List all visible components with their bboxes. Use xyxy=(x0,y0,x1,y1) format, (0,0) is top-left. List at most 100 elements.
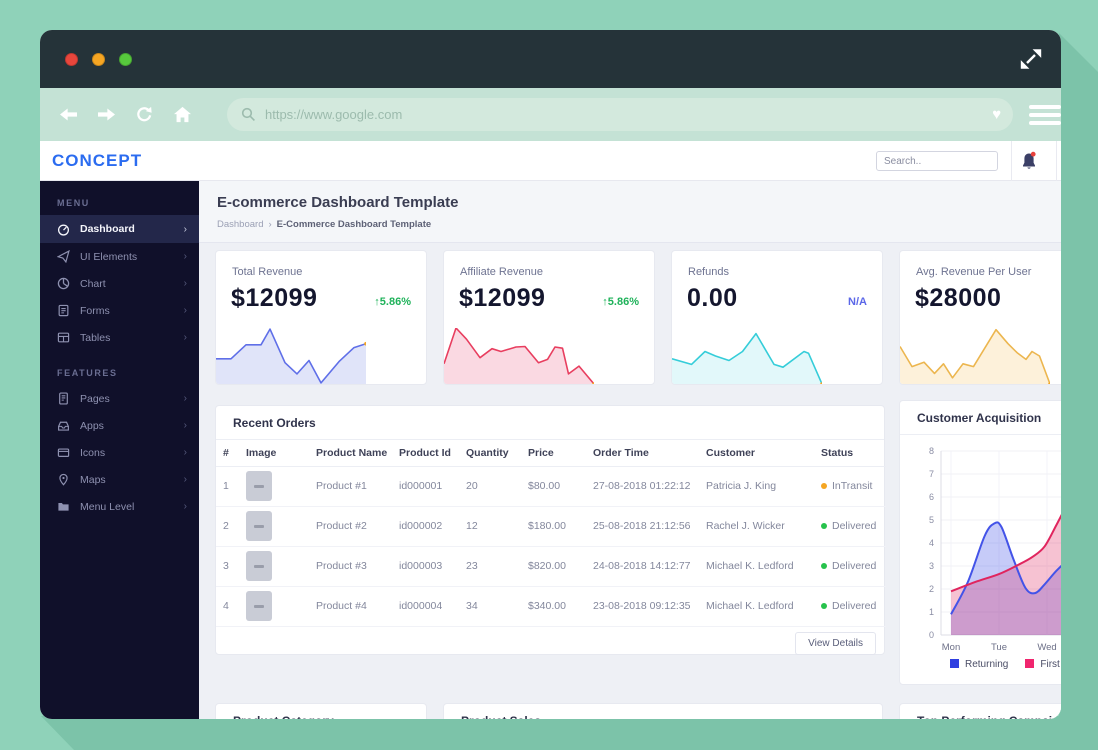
sidebar-menu-list: Dashboard › UI Elements › Chart › Forms › Tables… xyxy=(40,215,199,351)
chevron-right-icon: › xyxy=(183,474,187,485)
browser-toolbar: https://www.google.com ♥ xyxy=(40,88,1061,141)
sidebar-item-ui-elements[interactable]: UI Elements › xyxy=(40,243,199,270)
svg-text:0: 0 xyxy=(929,630,934,640)
address-bar[interactable]: https://www.google.com ♥ xyxy=(227,98,1014,131)
close-window-button[interactable] xyxy=(65,52,78,66)
column-header-quantity: Quantity xyxy=(459,440,521,467)
column-header-: # xyxy=(216,440,239,467)
breadcrumb-current: E-Commerce Dashboard Template xyxy=(276,219,432,230)
browser-titlebar xyxy=(40,30,1061,88)
svg-text:Mon: Mon xyxy=(942,642,960,653)
column-header-customer: Customer xyxy=(699,440,814,467)
svg-text:Tue: Tue xyxy=(991,642,1007,653)
stat-card-affiliate-revenue: Affiliate Revenue $12099 ↑5.86% xyxy=(443,250,655,385)
view-details-button[interactable]: View Details xyxy=(795,631,876,655)
maximize-window-button[interactable] xyxy=(119,52,132,66)
top-performing-campaigns-title: Top Performing Campaigns xyxy=(900,704,1061,719)
svg-text:8: 8 xyxy=(929,446,934,456)
home-icon[interactable] xyxy=(174,106,191,123)
search-input[interactable] xyxy=(876,151,998,171)
sidebar-item-maps[interactable]: Maps › xyxy=(40,466,199,493)
status: Delivered xyxy=(814,586,886,627)
stat-delta: ↑5.86% xyxy=(374,296,411,308)
breadcrumb-home[interactable]: Dashboard xyxy=(217,219,264,230)
sidebar-item-forms[interactable]: Forms › xyxy=(40,297,199,324)
product-image xyxy=(239,546,309,587)
sidebar-item-pages[interactable]: Pages › xyxy=(40,385,199,412)
order-time: 24-08-2018 14:12:77 xyxy=(586,546,699,587)
sidebar-item-label: Apps xyxy=(80,419,104,432)
customer-acquisition-card: Customer Acquisition 0 1 2 3 4 5 6 7 8 Mon Tue Wed … xyxy=(899,400,1061,685)
apps-icon xyxy=(57,419,70,432)
brand-logo[interactable]: CONCEPT xyxy=(52,151,143,170)
column-header-image: Image xyxy=(239,440,309,467)
column-header-product-name: Product Name xyxy=(309,440,392,467)
notifications-bell-icon[interactable] xyxy=(1020,151,1038,171)
ui-elements-icon xyxy=(57,250,70,263)
status: Delivered xyxy=(814,546,886,587)
browser-menu-icon[interactable] xyxy=(1029,101,1061,129)
status: InTransit xyxy=(814,466,886,507)
minimize-window-button[interactable] xyxy=(92,52,105,66)
breadcrumb: Dashboard › E-Commerce Dashboard Template xyxy=(217,219,1061,230)
quantity: 23 xyxy=(459,546,521,587)
sidebar-item-dashboard[interactable]: Dashboard › xyxy=(40,215,199,243)
order-row: 2 Product #2 id000002 12 $180.00 25-08-2018 2… xyxy=(216,506,886,547)
column-header-price: Price xyxy=(521,440,586,467)
stat-value: $12099 xyxy=(231,284,318,312)
order-row: 1 Product #1 id000001 20 $80.00 27-08-2018 01… xyxy=(216,466,886,507)
price: $180.00 xyxy=(521,506,586,547)
legend-swatch-icon xyxy=(950,659,959,668)
order-time: 25-08-2018 21:12:56 xyxy=(586,506,699,547)
status-label: Delivered xyxy=(832,560,877,572)
forward-icon[interactable] xyxy=(98,106,115,123)
order-number: 2 xyxy=(216,506,239,547)
chevron-right-icon: › xyxy=(183,305,187,316)
sidebar-item-chart[interactable]: Chart › xyxy=(40,270,199,297)
app-body: MENU Dashboard › UI Elements › Chart › Forms › T… xyxy=(40,181,1061,719)
svg-text:5: 5 xyxy=(929,515,934,525)
legend-swatch-icon xyxy=(1025,659,1035,668)
sidebar-item-menu-level[interactable]: Menu Level › xyxy=(40,493,199,520)
sidebar-item-tables[interactable]: Tables › xyxy=(40,324,199,351)
svg-text:7: 7 xyxy=(929,469,934,479)
customer-name: Rachel J. Wicker xyxy=(699,506,814,547)
sparkline-avg-revenue-per-user xyxy=(900,328,1050,384)
app-header: CONCEPT xyxy=(40,141,1061,181)
stat-label: Affiliate Revenue xyxy=(460,266,543,278)
sidebar-item-label: Chart xyxy=(80,277,106,290)
product-category-title: Product Category xyxy=(216,704,426,719)
chevron-right-icon: › xyxy=(183,420,187,431)
svg-text:3: 3 xyxy=(929,561,934,571)
order-number: 3 xyxy=(216,546,239,587)
stat-card-total-revenue: Total Revenue $12099 ↑5.86% xyxy=(215,250,427,385)
orders-footer: View Details xyxy=(216,627,884,660)
product-name: Product #2 xyxy=(309,506,392,547)
product-id: id000002 xyxy=(392,506,459,547)
product-image-placeholder xyxy=(246,591,272,621)
browser-window: https://www.google.com ♥ CONCEPT xyxy=(40,30,1061,719)
stat-value: $28000 xyxy=(915,284,1002,312)
url-search-icon xyxy=(241,107,255,121)
column-header-product-id: Product Id xyxy=(392,440,459,467)
sidebar-item-apps[interactable]: Apps › xyxy=(40,412,199,439)
sidebar-item-icons[interactable]: Icons › xyxy=(40,439,199,466)
product-image xyxy=(239,466,309,507)
stat-label: Total Revenue xyxy=(232,266,303,278)
sparkline-refunds xyxy=(672,332,822,384)
customer-acquisition-chart: 0 1 2 3 4 5 6 7 8 Mon Tue Wed xyxy=(929,446,1061,653)
sidebar-features-list: Pages › Apps › Icons › Maps › Menu Level › xyxy=(40,385,199,520)
order-row: 4 Product #4 id000004 34 $340.00 23-08-2018 0… xyxy=(216,586,886,627)
svg-text:1: 1 xyxy=(929,607,934,617)
fullscreen-expand-icon[interactable] xyxy=(1019,47,1043,71)
back-icon[interactable] xyxy=(60,106,77,123)
icons-icon xyxy=(57,446,70,459)
product-image-placeholder xyxy=(246,471,272,501)
sidebar-section-features: FEATURES xyxy=(57,368,118,378)
price: $80.00 xyxy=(521,466,586,507)
product-image-placeholder xyxy=(246,551,272,581)
sidebar-item-label: UI Elements xyxy=(80,250,138,263)
refresh-icon[interactable] xyxy=(136,106,153,123)
forms-icon xyxy=(57,304,70,317)
bookmark-heart-icon[interactable]: ♥ xyxy=(992,106,1002,123)
